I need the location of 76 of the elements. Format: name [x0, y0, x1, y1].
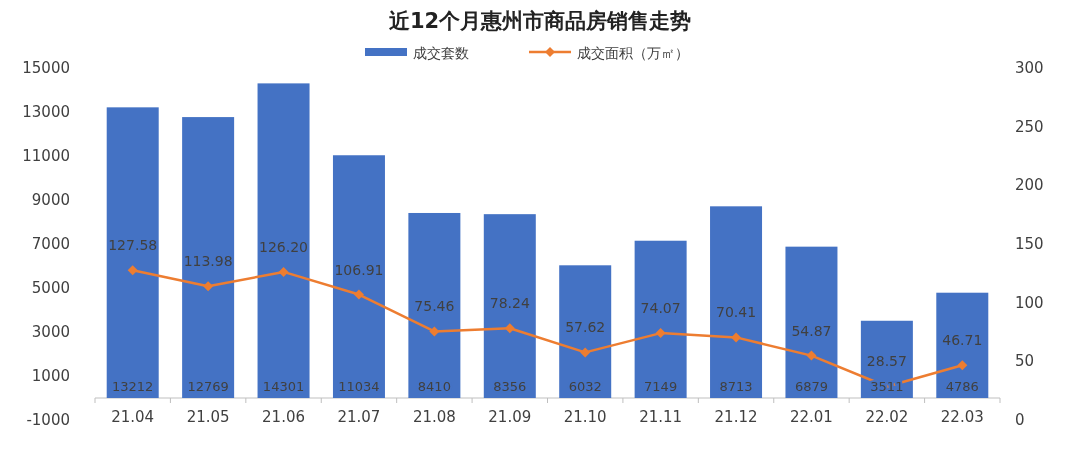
y-tick-label: -1000 [26, 411, 70, 429]
point [957, 360, 968, 371]
bar [634, 240, 687, 398]
x-tick-label: 21.12 [714, 408, 758, 426]
point [278, 266, 289, 277]
data-label: 7149 [644, 379, 678, 394]
y-tick-label: 11000 [22, 147, 70, 165]
data-label: 6879 [794, 379, 829, 394]
x-tick-label: 21.07 [337, 408, 381, 426]
bar [936, 292, 989, 398]
legend-label: 成交面积（万㎡） [577, 45, 689, 61]
y-tick-label: 13000 [22, 103, 70, 121]
data-label: 28.57 [866, 353, 907, 370]
bar [182, 117, 235, 398]
data-label: 46.71 [942, 332, 983, 349]
data-label: 13212 [112, 379, 154, 394]
data-label: 74.07 [640, 300, 681, 317]
data-label: 127.58 [108, 237, 158, 254]
point [806, 350, 817, 361]
y2-tick-label: 150 [1015, 235, 1044, 253]
data-label: 113.98 [183, 253, 233, 270]
bar [332, 155, 385, 398]
data-label: 78.24 [489, 295, 530, 312]
y-tick-label: 15000 [22, 59, 70, 77]
x-tick-label: 21.05 [186, 408, 230, 426]
data-label: 106.91 [334, 261, 384, 278]
x-tick-label: 22.02 [865, 408, 909, 426]
x-tick-label: 22.03 [940, 408, 984, 426]
data-label: 75.46 [414, 298, 455, 315]
y2-tick-label: 250 [1015, 117, 1044, 136]
chart-title: 近12个月惠州市商品房销售走势 [387, 9, 692, 33]
data-label: 12769 [187, 379, 229, 394]
point [731, 332, 742, 343]
data-label: 6032 [568, 379, 602, 394]
point [203, 281, 214, 292]
data-label: 8713 [719, 379, 753, 394]
bar [559, 265, 612, 398]
bar [257, 83, 310, 398]
data-label: 8356 [493, 379, 527, 394]
data-label: 14301 [262, 379, 305, 394]
bar [483, 214, 536, 398]
x-tick-label: 21.06 [262, 408, 306, 426]
y2-tick-label: 0 [1015, 411, 1025, 429]
data-label: 54.87 [791, 322, 832, 339]
bar [408, 212, 461, 398]
data-label: 126.20 [259, 238, 309, 255]
data-label: 57.62 [565, 319, 606, 336]
y-tick-label: 3000 [31, 323, 70, 341]
point [127, 265, 138, 276]
point [655, 328, 666, 339]
y2-tick-label: 300 [1015, 59, 1044, 77]
point [580, 347, 591, 358]
x-tick-label: 21.09 [488, 408, 532, 426]
y-tick-label: 7000 [31, 235, 70, 253]
point [504, 323, 515, 334]
bar [785, 246, 838, 398]
x-tick-label: 21.10 [563, 408, 607, 426]
bar [106, 107, 159, 398]
y2-tick-label: 100 [1015, 293, 1044, 312]
data-label: 70.41 [715, 304, 757, 321]
y-tick-label: 9000 [31, 191, 70, 209]
data-label: 4786 [945, 379, 979, 394]
x-tick-label: 21.11 [639, 408, 683, 426]
y2-tick-label: 200 [1015, 176, 1044, 195]
point [353, 289, 364, 300]
y-tick-label: 5000 [31, 279, 70, 297]
x-tick-label: 21.04 [111, 408, 155, 426]
data-label: 11034 [338, 379, 380, 394]
data-label: 8410 [417, 379, 451, 394]
x-tick-label: 21.08 [412, 408, 456, 426]
point [429, 326, 440, 337]
y2-tick-label: 50 [1015, 352, 1035, 371]
legend-label: 成交套数 [413, 45, 469, 61]
y-tick-label: 1000 [31, 367, 70, 385]
x-tick-label: 22.01 [789, 408, 833, 426]
bar [710, 206, 763, 398]
